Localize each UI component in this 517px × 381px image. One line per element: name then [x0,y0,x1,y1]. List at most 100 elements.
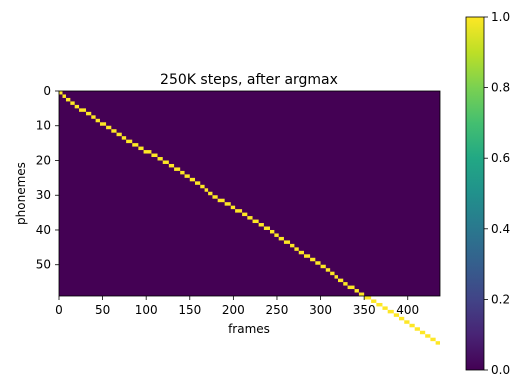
alignment-cell [86,111,92,116]
alignment-cell [354,289,359,293]
alignment-cell [334,275,338,279]
alignment-cell [189,177,196,182]
alignment-cell [315,261,321,265]
x-tick-label: 300 [309,303,332,317]
alignment-cell [298,250,304,255]
y-axis-label: phonemes [14,162,28,225]
alignment-cell [204,188,209,192]
colorbar-ticks: 0.0 0.2 0.4 0.6 0.8 1.0 [484,10,510,377]
y-tick-label: 30 [36,188,51,202]
alignment-cell [212,195,218,199]
colorbar [465,16,485,371]
x-tick-label: 50 [95,303,110,317]
colorbar-tick-label: 0.6 [491,151,510,165]
alignment-cell [393,313,400,317]
alignment-cell [162,160,169,164]
alignment-cell [364,296,372,300]
alignment-cell [337,278,344,283]
alignment-cell [435,341,440,345]
y-tick-label: 0 [43,84,51,98]
alignment-cell [200,184,205,189]
y-tick-label: 50 [36,258,51,272]
plot-frame [58,90,441,297]
alignment-cell [409,323,415,328]
alignment-cell [252,219,259,224]
y-tick-label: 20 [36,153,51,167]
colorbar-tick-label: 0.8 [491,81,510,95]
alignment-cell [111,129,117,133]
alignment-cell [343,282,348,286]
alignment-cell [62,94,66,98]
alignment-cell [180,170,185,175]
x-axis-ticks: 0 50 100 150 200 250 300 350 400 [55,296,419,317]
alignment-cell [79,108,87,112]
alignment-cell [425,334,431,338]
alignment-cell [235,209,243,213]
colorbar-tick-label: 0.0 [491,363,510,376]
alignment-cell [91,115,96,119]
alignment-cell [278,236,284,241]
alignment-cell [59,91,63,95]
alignment-cell [151,153,158,158]
alignment-cell [358,292,365,296]
alignment-cell [208,191,213,196]
x-tick-label: 150 [178,303,201,317]
y-tick-label: 40 [36,223,51,237]
alignment-cell [347,285,355,290]
alignment-cell [121,136,127,140]
x-tick-label: 100 [135,303,158,317]
alignment-cell [116,132,122,137]
alignment-cell [263,226,270,230]
alignment-cell [74,104,80,109]
alignment-cell [269,229,275,234]
alignment-cell [195,181,201,185]
alignment-cell [283,240,291,244]
x-tick-label: 200 [222,303,245,317]
alignment-cell [303,254,311,258]
colorbar-tick-label: 0.2 [491,292,510,306]
alignment-cell [258,223,264,227]
y-tick-label: 10 [36,119,51,133]
alignment-cell [99,122,107,126]
alignment-cell [242,212,248,217]
alignment-cell [325,268,331,272]
x-tick-label: 400 [396,303,419,317]
x-tick-label: 250 [266,303,289,317]
alignment-cell [132,143,139,147]
x-axis-label: frames [228,322,270,336]
chart-title: 250K steps, after argmax [160,72,338,88]
alignment-cell [404,320,410,324]
alignment-cell [320,264,326,269]
colorbar-tick-label: 1.0 [491,10,510,24]
alignment-cell [294,247,299,251]
alignment-cell [371,299,377,303]
alignment-cell [70,101,75,105]
alignment-cell [65,97,71,102]
alignment-cell [419,330,426,335]
alignment-cell [174,167,181,171]
alignment-cell [382,306,388,310]
alignment-cell [387,309,394,314]
alignment-cell [217,198,225,203]
alignment-cell [376,302,383,307]
alignment-cell [126,139,133,144]
alignment-cell [414,327,420,331]
alignment-cell [310,257,316,262]
alignment-cell [184,174,190,178]
alignment-cell [157,157,163,161]
alignment-cell [290,243,295,248]
alignment-cell [399,316,405,321]
alignment-cell [168,163,175,168]
x-tick-label: 0 [55,303,63,317]
alignment-cell [230,205,236,210]
alignment-cell [247,216,253,220]
alignment-cell [95,118,100,123]
alignment-cell [143,150,152,154]
alignment-cell [224,202,231,206]
x-tick-label: 350 [353,303,376,317]
alignment-cell [138,146,144,151]
alignment-cell [274,233,279,237]
plot-background [59,91,440,296]
